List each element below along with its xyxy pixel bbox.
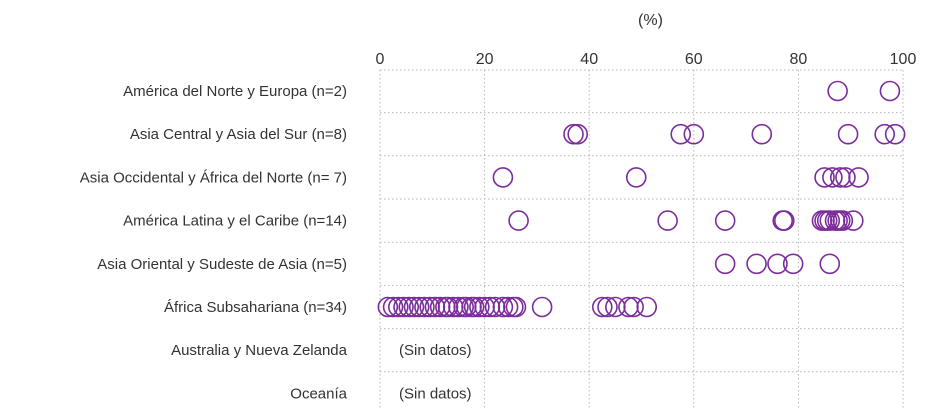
data-point (414, 296, 435, 318)
data-points: (Sin datos) (Sin datos) (377, 80, 906, 402)
category-label: América Latina y el Caribe (n=14) (123, 213, 347, 230)
category-label: América del Norte y Europa (n=2) (123, 83, 347, 100)
data-point (636, 296, 658, 318)
data-point (531, 296, 553, 318)
category-label: Asia Oriental y Sudeste de Asia (n=5) (97, 256, 347, 273)
data-point (879, 80, 901, 102)
x-tick-label: 0 (376, 51, 385, 68)
data-point (618, 296, 639, 318)
data-point (773, 210, 795, 231)
data-point (382, 296, 404, 318)
data-point (492, 167, 514, 188)
data-point (393, 296, 414, 318)
data-point (814, 167, 835, 188)
data-point (884, 123, 906, 145)
x-tick-label: 60 (685, 51, 703, 68)
data-point (835, 167, 856, 188)
data-point (597, 296, 618, 318)
grid (379, 70, 904, 408)
data-point (827, 80, 848, 102)
data-point (567, 123, 588, 145)
data-point (819, 210, 841, 231)
data-point (683, 123, 705, 145)
no-data-label: (Sin datos) (399, 385, 472, 402)
category-label: Australia y Nueva Zelanda (171, 342, 348, 359)
x-tick-label: 40 (580, 51, 598, 68)
category-label: Oceanía (290, 385, 347, 402)
data-point (746, 253, 767, 275)
x-tick-label: 20 (476, 51, 494, 68)
data-point (657, 210, 678, 231)
x-axis: 0 20 40 60 80 100 (376, 51, 917, 68)
data-point (848, 167, 869, 188)
category-rows: América del Norte y Europa (n=2) Asia Cen… (80, 69, 903, 402)
data-point (670, 123, 692, 145)
data-point (377, 296, 399, 318)
data-point (819, 253, 841, 275)
data-point (714, 253, 736, 275)
data-point (591, 296, 613, 318)
data-point (398, 296, 420, 318)
data-point (623, 296, 644, 318)
data-point (408, 296, 430, 318)
data-point (492, 296, 514, 318)
data-point (874, 123, 895, 145)
data-point (832, 210, 854, 231)
category-label: Asia Central y Asia del Sur (n=8) (130, 126, 347, 143)
data-point (837, 123, 859, 145)
data-point (782, 253, 804, 275)
category-label: África Subsahariana (n=34) (164, 299, 347, 316)
x-axis-unit-label: (%) (638, 12, 663, 29)
data-point (463, 296, 485, 318)
data-point (505, 296, 527, 318)
data-point (714, 210, 736, 231)
x-tick-label: 100 (890, 51, 917, 68)
data-point (469, 296, 490, 318)
data-point (751, 123, 773, 145)
data-point (497, 296, 519, 318)
data-point (772, 210, 794, 231)
data-point (843, 210, 864, 231)
data-point (767, 253, 788, 275)
x-tick-label: 80 (790, 51, 808, 68)
data-point (508, 210, 529, 231)
data-point (822, 167, 843, 188)
data-point (403, 296, 425, 318)
data-point (625, 167, 647, 188)
data-point (388, 296, 409, 318)
category-label: Asia Occidental y África del Norte (n= 7… (80, 169, 347, 186)
data-point (448, 296, 469, 318)
data-point (563, 123, 584, 145)
no-data-label: (Sin datos) (399, 342, 472, 359)
